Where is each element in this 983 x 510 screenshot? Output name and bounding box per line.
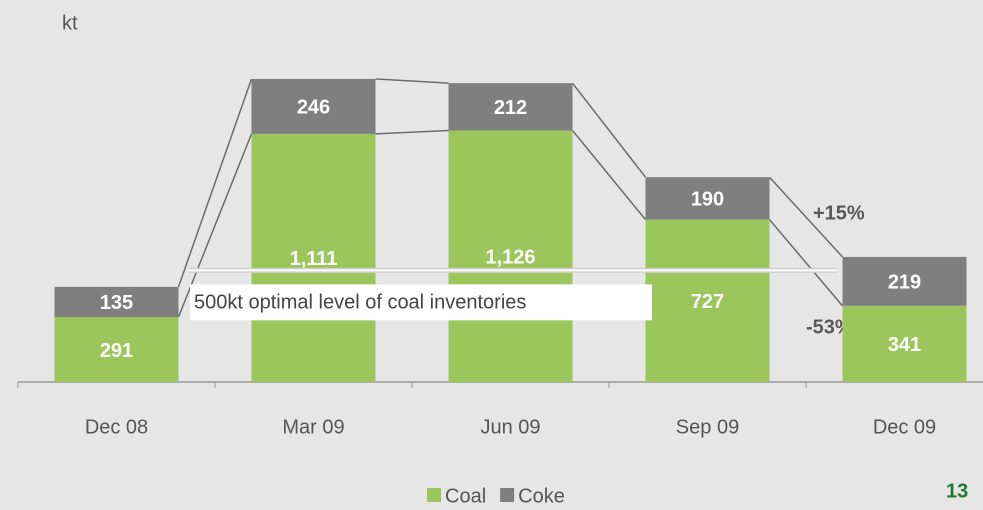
data-label: 190 — [691, 189, 724, 211]
bar-segment — [842, 305, 967, 382]
data-label: 219 — [888, 272, 921, 294]
data-label: 1,111 — [290, 248, 338, 270]
annotation: +15% — [813, 202, 865, 224]
legend-label: Coal — [445, 485, 486, 507]
data-label: 341 — [888, 334, 921, 356]
connector — [177, 78, 253, 288]
bar-segment — [645, 219, 770, 382]
connector — [768, 219, 844, 307]
y-axis-label: kt — [62, 12, 78, 34]
connector — [571, 82, 647, 178]
connector — [375, 129, 449, 135]
connector — [571, 130, 647, 221]
data-label: 212 — [494, 97, 527, 119]
bar-segment — [448, 130, 573, 382]
reference-label: 500kt optimal level of coal inventories — [194, 292, 526, 314]
bar-segment — [54, 317, 179, 382]
bar-segment — [54, 286, 179, 318]
legend-swatch — [500, 488, 515, 502]
bar-segment — [251, 133, 376, 382]
legend-label: Coke — [518, 485, 565, 507]
bar-segment — [251, 78, 376, 134]
x-tick-label: Dec 08 — [85, 416, 148, 438]
x-tick-label: Sep 09 — [676, 416, 739, 438]
data-label: 1,126 — [485, 247, 535, 269]
x-tick-label: Mar 09 — [282, 416, 344, 438]
reference-label-box — [190, 284, 652, 321]
annotation: -53% — [806, 316, 853, 338]
legend-swatch — [427, 488, 441, 502]
bar-segment — [448, 83, 573, 131]
connector — [768, 176, 844, 258]
data-label: 291 — [100, 340, 133, 362]
bar-segment — [645, 177, 770, 220]
data-label: 246 — [297, 97, 330, 119]
page-number: 13 — [946, 480, 968, 502]
data-label: 727 — [691, 291, 724, 313]
x-tick-label: Jun 09 — [480, 416, 540, 438]
connector — [375, 78, 449, 84]
data-label: 135 — [100, 292, 133, 314]
bar-segment — [842, 256, 967, 306]
x-tick-label: Dec 09 — [873, 416, 936, 438]
